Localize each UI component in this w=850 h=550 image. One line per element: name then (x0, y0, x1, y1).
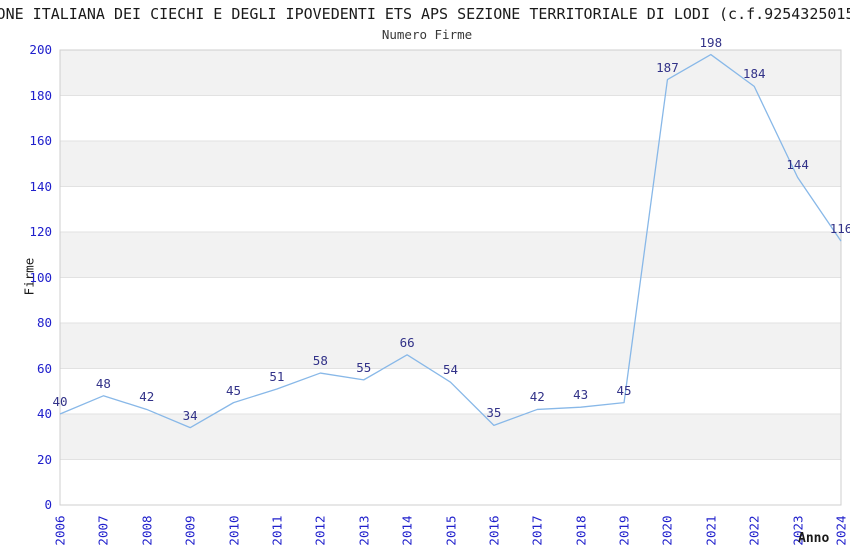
chart-subtitle: Numero Firme (381, 27, 473, 42)
x-tick-label: 2013 (356, 515, 372, 546)
data-point-label: 40 (52, 394, 68, 409)
x-tick-label: 2012 (312, 515, 328, 546)
x-tick-label: 2020 (659, 515, 675, 546)
y-tick-label: 20 (36, 451, 52, 467)
data-point-label: 43 (573, 387, 589, 403)
plot-band (60, 323, 841, 369)
data-point-label: 184 (742, 66, 766, 82)
x-tick-label: 2008 (139, 515, 155, 546)
x-tick-label: 2018 (573, 515, 589, 546)
data-point-label: 198 (699, 34, 723, 50)
data-point-label: 45 (616, 382, 632, 398)
plot-band (60, 414, 841, 460)
plot-band (60, 232, 841, 278)
data-point-label: 58 (312, 353, 328, 369)
data-point-label: 45 (226, 382, 242, 398)
x-tick-label: 2022 (746, 515, 762, 546)
y-tick-label: 0 (44, 497, 52, 512)
data-point-label: 48 (95, 375, 111, 391)
x-tick-label: 2015 (443, 515, 458, 546)
plot-band (60, 50, 841, 96)
data-point-label: 34 (182, 407, 198, 423)
data-point-label: 66 (399, 334, 415, 350)
data-point-label: 54 (442, 362, 459, 378)
plot-border (59, 49, 842, 506)
y-tick-label: 60 (36, 360, 52, 376)
x-tick-label: 2021 (703, 515, 719, 546)
data-line (59, 53, 842, 429)
data-point-label: 42 (529, 389, 545, 405)
x-tick-label: 2011 (269, 515, 285, 546)
x-tick-label: 2016 (486, 515, 502, 546)
x-tick-label: 2006 (52, 515, 68, 546)
data-point-label: 144 (786, 157, 809, 173)
y-tick-label: 100 (29, 269, 52, 285)
data-point-label: 35 (486, 405, 502, 421)
chart-title: UNIONE ITALIANA DEI CIECHI E DEGLI IPOVE… (0, 5, 850, 23)
y-tick-label: 80 (36, 315, 52, 330)
data-point-label: 55 (356, 359, 372, 375)
x-axis-title: Anno (798, 531, 830, 546)
y-tick-label: 120 (29, 224, 52, 239)
x-tick-label: 2014 (399, 515, 415, 546)
y-tick-label: 160 (29, 133, 52, 148)
plot-band (60, 141, 841, 187)
x-tick-label: 2009 (182, 515, 198, 546)
y-tick-label: 200 (29, 42, 52, 57)
y-tick-label: 40 (36, 406, 52, 421)
x-tick-label: 2019 (616, 515, 632, 546)
x-tick-label: 2024 (833, 515, 849, 546)
data-point-label: 42 (139, 389, 155, 405)
data-point-label: 51 (269, 368, 285, 384)
data-point-label: 116 (829, 221, 850, 237)
data-point-label: 187 (656, 59, 679, 75)
y-tick-label: 140 (29, 178, 52, 194)
y-tick-label: 180 (29, 87, 52, 103)
x-tick-label: 2007 (95, 515, 111, 546)
x-tick-label: 2017 (529, 515, 545, 546)
x-tick-label: 2010 (226, 515, 242, 546)
